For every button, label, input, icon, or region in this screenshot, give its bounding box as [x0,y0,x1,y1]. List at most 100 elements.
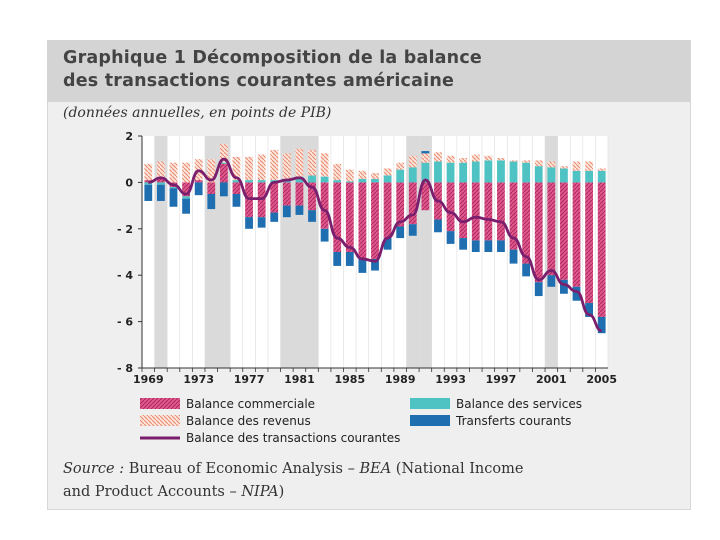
bar-revenus-2005 [597,168,606,171]
title-band [47,40,690,102]
source-line-1: Source : Bureau of Economic Analysis – B… [63,458,523,481]
bar-transferts-1994 [459,238,468,250]
bar-services-1993 [446,162,455,183]
bar-revenus-1979 [270,149,279,181]
bar-services-1976 [232,180,241,183]
bar-commerciale-1972 [182,182,190,197]
bar-transferts-1984 [333,252,342,266]
bar-revenus-2000 [534,160,543,167]
x-tick-label: 1985 [334,373,365,386]
bar-revenus-1975 [219,144,228,163]
bar-transferts-1978 [257,217,266,228]
bar-commerciale-1983 [320,182,329,229]
bar-services-1971 [169,187,178,189]
y-tick-label: - 4 [117,269,133,282]
bar-commerciale-1974 [207,182,216,194]
source-text-2: (National Income [391,461,524,477]
bar-services-1988 [383,175,392,183]
bar-services-1982 [308,175,316,183]
bar-revenus-1971 [169,162,178,183]
bar-services-1994 [459,162,468,183]
bar-transferts-1971 [169,188,178,207]
y-tick-label: 2 [125,130,133,143]
bar-commerciale-1993 [446,182,455,232]
bar-services-2002 [560,168,568,183]
bar-transferts-2002 [560,279,568,294]
bar-transferts-1974 [207,194,216,210]
legend-swatch-revenus [140,415,180,426]
bar-revenus-2004 [585,161,594,171]
y-tick-label: 0 [125,176,133,189]
bar-commerciale-1987 [371,182,379,259]
bar-services-1992 [434,161,442,183]
bar-commerciale-1991 [421,182,430,211]
bar-commerciale-1989 [396,182,405,227]
legend-swatch-transferts [410,415,450,426]
bar-services-1986 [358,178,367,183]
bar-transferts-1986 [358,258,367,273]
bar-commerciale-2003 [572,182,581,287]
bar-revenus-2002 [560,166,568,169]
bar-revenus-1988 [383,168,392,176]
bar-transferts-1969 [144,184,153,201]
x-tick-label: 1969 [133,373,164,386]
y-tick-label: - 2 [117,223,133,236]
bar-services-1990 [408,167,417,183]
y-tick-label: - 8 [117,362,133,375]
bar-commerciale-1997 [497,182,505,241]
bar-transferts-1992 [434,219,442,233]
x-tick-label: 1981 [284,373,315,386]
bar-transferts-1995 [471,240,480,252]
x-tick-label: 1989 [385,373,416,386]
source-text-4: ) [278,484,285,500]
bar-revenus-1985 [345,169,354,182]
x-tick-label: 2001 [536,373,567,386]
bar-revenus-1998 [509,160,518,162]
bar-commerciale-1975 [219,163,228,183]
bar-transferts-1975 [219,182,228,197]
bar-transferts-1988 [383,238,392,250]
bar-commerciale-2002 [560,182,568,280]
bar-revenus-1977 [245,156,253,181]
bar-transferts-1973 [194,182,203,196]
bar-services-2005 [597,170,606,183]
bar-services-1998 [509,161,518,183]
bar-commerciale-1982 [308,182,316,211]
bar-revenus-1989 [396,162,405,170]
bar-services-1987 [371,178,379,183]
bar-transferts-1981 [295,205,304,215]
bar-services-1983 [320,176,329,183]
bar-services-2001 [547,167,556,183]
bar-services-2003 [572,170,581,183]
bar-commerciale-1979 [270,182,279,213]
bar-services-1995 [471,161,480,183]
bar-revenus-2003 [572,161,581,171]
bar-revenus-1987 [371,173,379,179]
x-tick-label: 2005 [586,373,617,386]
bar-services-1978 [257,180,266,183]
bar-commerciale-1998 [509,182,518,250]
bar-transferts-2003 [572,286,581,301]
bar-commerciale-1970 [156,177,165,183]
source-text-3: and Product Accounts – [63,484,242,500]
bar-revenus-1992 [434,152,442,162]
legend-label-commerciale: Balance commerciale [186,397,315,411]
bar-commerciale-2001 [547,182,556,276]
bar-revenus-1999 [522,160,531,163]
bar-revenus-1972 [182,162,190,183]
x-tick-label: 1977 [234,373,265,386]
bar-revenus-1995 [471,154,480,162]
legend-swatch-services [410,398,450,409]
bar-transferts-1977 [245,217,253,229]
bar-transferts-1983 [320,228,329,242]
bar-revenus-1984 [333,163,342,181]
chart-title: Graphique 1 Décomposition de la balance … [63,47,482,93]
title-line-1: Graphique 1 Décomposition de la balance [63,48,482,68]
bar-revenus-1976 [232,156,241,181]
bar-services-1977 [245,180,253,183]
source-note: Source : Bureau of Economic Analysis – B… [63,458,523,504]
bar-transferts-1996 [484,240,493,252]
bar-commerciale-1981 [295,182,304,206]
